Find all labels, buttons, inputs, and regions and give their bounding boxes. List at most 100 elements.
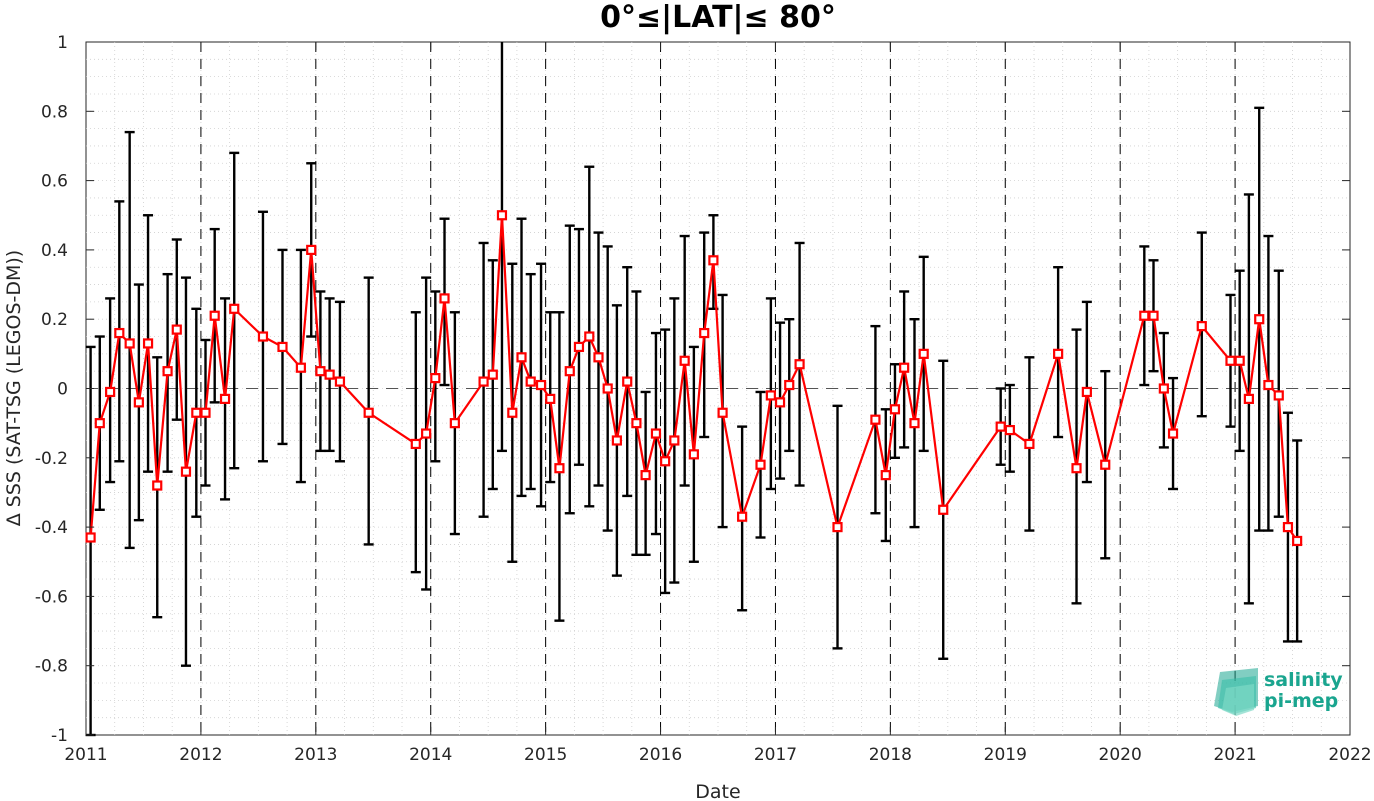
data-point [315,366,326,377]
data-point [1254,314,1265,325]
logo-line2: pi-mep [1264,690,1338,712]
y-tick-label: 0.4 [41,241,68,261]
data-point [584,331,595,342]
data-point [1024,438,1035,450]
y-tick-label: 0.8 [41,102,68,122]
data-point [478,376,489,387]
data-point [410,438,421,450]
y-tick-label: -0.6 [35,587,68,607]
x-tick-label: 2014 [409,745,452,765]
data-point [717,407,728,418]
data-point [1263,379,1274,391]
data-point [737,511,748,522]
data-point [1100,459,1111,470]
y-axis-ticks: 1 0.8 0.6 0.4 0.2 0 -0.2 -0.4 -0.6 -0.8 -1 [35,33,1350,746]
data-point [679,355,690,366]
data-point [1196,321,1207,332]
data-point [669,435,680,446]
x-tick-label: 2020 [1099,745,1142,765]
data-point [774,397,786,408]
data-point [622,376,633,387]
x-tick-label: 2018 [869,745,912,765]
data-point [535,379,547,391]
x-tick-label: 2012 [179,745,222,765]
data-point [1081,386,1092,398]
x-axis-label: Date [695,781,740,801]
x-tick-label: 2022 [1328,745,1371,765]
data-point [200,407,211,418]
x-tick-label: 2011 [64,745,107,765]
data-point [507,407,518,418]
data-point [430,373,441,384]
plot-area [85,41,1351,737]
data-point [114,327,125,339]
data-point [191,407,202,418]
data-point [277,341,288,353]
data-point [1234,355,1245,366]
data-point [1225,355,1236,366]
data-point [545,393,556,404]
x-axis-ticks: 2011 2012 2013 2014 2015 2016 2017 2018 2019 2020… [64,42,1372,765]
data-point [1071,463,1082,474]
data-point [133,397,144,408]
data-point [1292,535,1303,547]
data-point [699,327,710,339]
data-point [1053,348,1064,359]
x-tick-label: 2016 [639,745,682,765]
data-point [909,418,920,429]
data-point [602,383,613,394]
data-point [832,521,843,533]
data-point [209,310,220,321]
data-point [487,369,498,380]
data-point [516,352,527,363]
data-point [708,255,719,266]
x-tick-label: 2015 [524,745,567,765]
data-point [564,366,575,377]
data-point [918,348,929,359]
data-point [525,376,536,387]
data-point [180,466,192,477]
data-point [593,352,604,363]
data-point [295,362,306,373]
data-point [171,324,182,335]
x-tick-label: 2017 [754,745,797,765]
logo-wave-icon [1214,668,1258,716]
data-point [105,386,116,398]
data-point [688,449,699,460]
data-point [938,504,949,515]
data-point [899,362,910,373]
data-point [306,244,317,255]
series-markers [85,210,1303,547]
data-point [94,418,105,429]
y-tick-label: 0 [57,380,68,400]
data-point [152,480,163,491]
data-point [640,470,651,481]
chart-title: 0°≤|LAT|≤ 80° [600,0,836,35]
data-point [995,421,1006,432]
data-point [449,418,460,429]
x-tick-label: 2019 [984,745,1027,765]
data-point [439,293,450,304]
y-tick-label: -0.4 [35,518,68,538]
data-point [1282,521,1294,533]
data-point [794,359,805,370]
data-point [219,393,231,404]
data-point [1148,310,1159,321]
data-point [1158,383,1169,394]
data-point [554,463,565,474]
data-point [889,404,901,415]
y-axis-label: Δ SSS (SAT-TSG (LEGOS-DM)) [3,250,25,526]
x-tick-label: 2021 [1213,745,1256,765]
data-point [363,407,374,418]
data-point [765,390,776,401]
data-point [1139,310,1150,321]
data-point [229,303,240,314]
y-tick-label: -0.8 [35,657,68,677]
data-point [124,338,135,349]
data-point [324,369,335,380]
data-point [1243,393,1254,404]
data-point [1004,424,1015,436]
data-point [85,532,96,543]
data-point [573,341,585,353]
data-point [334,376,346,387]
